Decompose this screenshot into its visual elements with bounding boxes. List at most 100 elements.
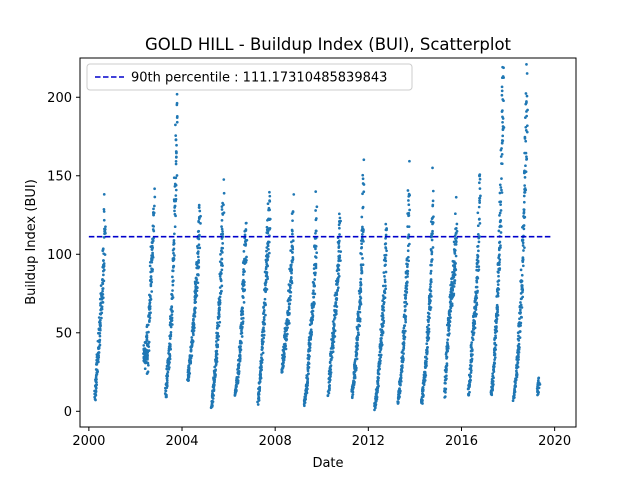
data-point [448,332,451,335]
data-point [521,238,525,242]
data-point [353,375,357,379]
data-point [475,265,479,269]
data-point [443,381,447,385]
data-point [240,331,244,335]
data-point [174,150,178,153]
x-tick-label: 2000 [72,434,105,449]
data-point [407,192,411,196]
data-point [153,195,157,199]
data-point [219,253,222,256]
data-point [238,350,242,354]
data-point [198,209,202,213]
data-point [310,322,314,325]
data-point [375,395,379,399]
data-point [305,374,309,378]
data-point [468,383,471,386]
data-point [197,258,201,262]
data-point [399,382,402,386]
data-point [358,319,362,323]
data-point [174,159,178,163]
y-tick-label: 200 [47,91,72,106]
data-point [452,292,456,296]
data-point [95,372,99,376]
data-point [425,348,429,352]
data-point [175,120,179,124]
data-point [262,316,266,319]
data-point [222,203,225,207]
data-point [217,317,220,320]
data-point [454,231,458,235]
data-point [431,232,434,235]
data-point [288,286,292,290]
data-point [100,305,104,309]
data-point [241,306,244,310]
data-point [407,211,411,215]
data-point [382,321,385,325]
data-point [146,354,149,358]
data-point [211,396,214,400]
data-point [501,134,505,138]
data-point [268,226,272,230]
data-point [338,226,341,230]
data-point [478,201,481,204]
data-point [384,233,388,237]
data-point [93,392,97,396]
data-point [502,66,505,70]
data-point [473,326,477,330]
data-point [150,260,154,264]
data-point [478,235,481,238]
data-point [222,211,226,215]
data-point [96,356,100,359]
data-point [517,334,520,338]
data-point [284,347,288,351]
data-point [498,211,502,215]
data-point [150,258,154,262]
data-point [148,294,152,298]
data-point [422,382,426,385]
data-point [265,272,268,275]
data-point [304,393,308,397]
data-point [240,329,243,333]
data-point [400,365,404,368]
data-point [215,356,219,360]
data-point [195,289,198,292]
data-point [397,393,401,397]
data-point [359,301,363,305]
data-point [429,295,433,298]
data-point [102,259,105,262]
data-point [96,370,99,373]
data-point [350,395,354,398]
data-point [188,361,192,365]
data-point [196,281,200,285]
data-point [234,385,238,389]
data-point [478,173,482,176]
data-point [495,290,499,293]
data-point [218,295,222,299]
data-point [257,395,260,399]
data-point [431,199,435,203]
data-point [470,357,474,361]
data-point [244,228,248,231]
data-point [429,306,433,309]
data-point [196,250,200,253]
chart-title: GOLD HILL - Buildup Index (BUI), Scatter… [145,35,512,54]
data-point [402,324,406,328]
data-point [172,256,176,260]
data-point [172,239,176,242]
data-point [476,289,479,293]
data-point [493,356,497,359]
data-point [220,250,223,253]
data-point [515,371,519,375]
x-tick-label: 2012 [352,434,385,449]
data-point [101,289,104,293]
data-point [517,339,521,342]
data-point [381,313,385,317]
data-point [383,257,387,260]
data-point [524,170,528,174]
data-point [378,361,382,365]
data-point [499,231,503,234]
data-point [498,267,502,270]
data-point [94,389,98,392]
data-point [236,375,240,379]
data-point [335,305,339,308]
